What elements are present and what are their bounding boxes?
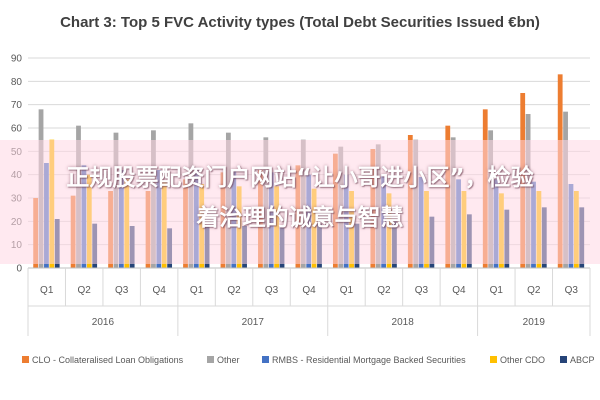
legend-label: CLO - Collateralised Loan Obligations xyxy=(32,355,184,365)
legend-label: Other CDO xyxy=(500,355,545,365)
watermark-line-2: 着治理的诚意与智慧 xyxy=(196,205,404,231)
x-tick-label: Q1 xyxy=(340,285,354,296)
x-tick-label: Q3 xyxy=(115,285,129,296)
legend-swatch xyxy=(207,356,214,363)
y-tick-label: 90 xyxy=(11,54,23,65)
y-tick-label: 10 xyxy=(11,240,23,251)
y-tick-label: 0 xyxy=(16,264,22,275)
x-tick-label: Q4 xyxy=(152,285,166,296)
year-label: 2017 xyxy=(242,317,265,328)
x-tick-label: Q4 xyxy=(452,285,466,296)
y-tick-label: 80 xyxy=(11,77,23,88)
year-label: 2018 xyxy=(392,317,415,328)
legend-swatch xyxy=(560,356,567,363)
legend-label: RMBS - Residential Mortgage Backed Secur… xyxy=(272,355,466,365)
year-label: 2019 xyxy=(523,317,546,328)
x-tick-label: Q2 xyxy=(78,285,92,296)
watermark-line-1: 正规股票配资门户网站“让小哥进小区”，检验 xyxy=(66,165,534,191)
year-label: 2016 xyxy=(92,317,115,328)
legend-swatch xyxy=(262,356,269,363)
x-tick-label: Q4 xyxy=(302,285,316,296)
chart-title: Chart 3: Top 5 FVC Activity types (Total… xyxy=(60,14,540,31)
watermark-text: 正规股票配资门户网站“让小哥进小区”，检验 着治理的诚意与智慧 xyxy=(0,158,600,238)
y-tick-label: 50 xyxy=(11,147,23,158)
legend-label: ABCP xyxy=(570,355,595,365)
legend-label: Other xyxy=(217,355,240,365)
y-tick-label: 60 xyxy=(11,124,23,135)
x-tick-label: Q3 xyxy=(265,285,279,296)
x-tick-label: Q1 xyxy=(190,285,204,296)
x-tick-label: Q1 xyxy=(40,285,54,296)
x-tick-label: Q1 xyxy=(490,285,504,296)
legend-swatch xyxy=(490,356,497,363)
legend-swatch xyxy=(22,356,29,363)
x-tick-label: Q2 xyxy=(227,285,241,296)
x-tick-label: Q2 xyxy=(527,285,541,296)
x-tick-label: Q3 xyxy=(415,285,429,296)
y-tick-label: 70 xyxy=(11,100,23,111)
x-tick-label: Q3 xyxy=(565,285,579,296)
x-tick-label: Q2 xyxy=(377,285,391,296)
